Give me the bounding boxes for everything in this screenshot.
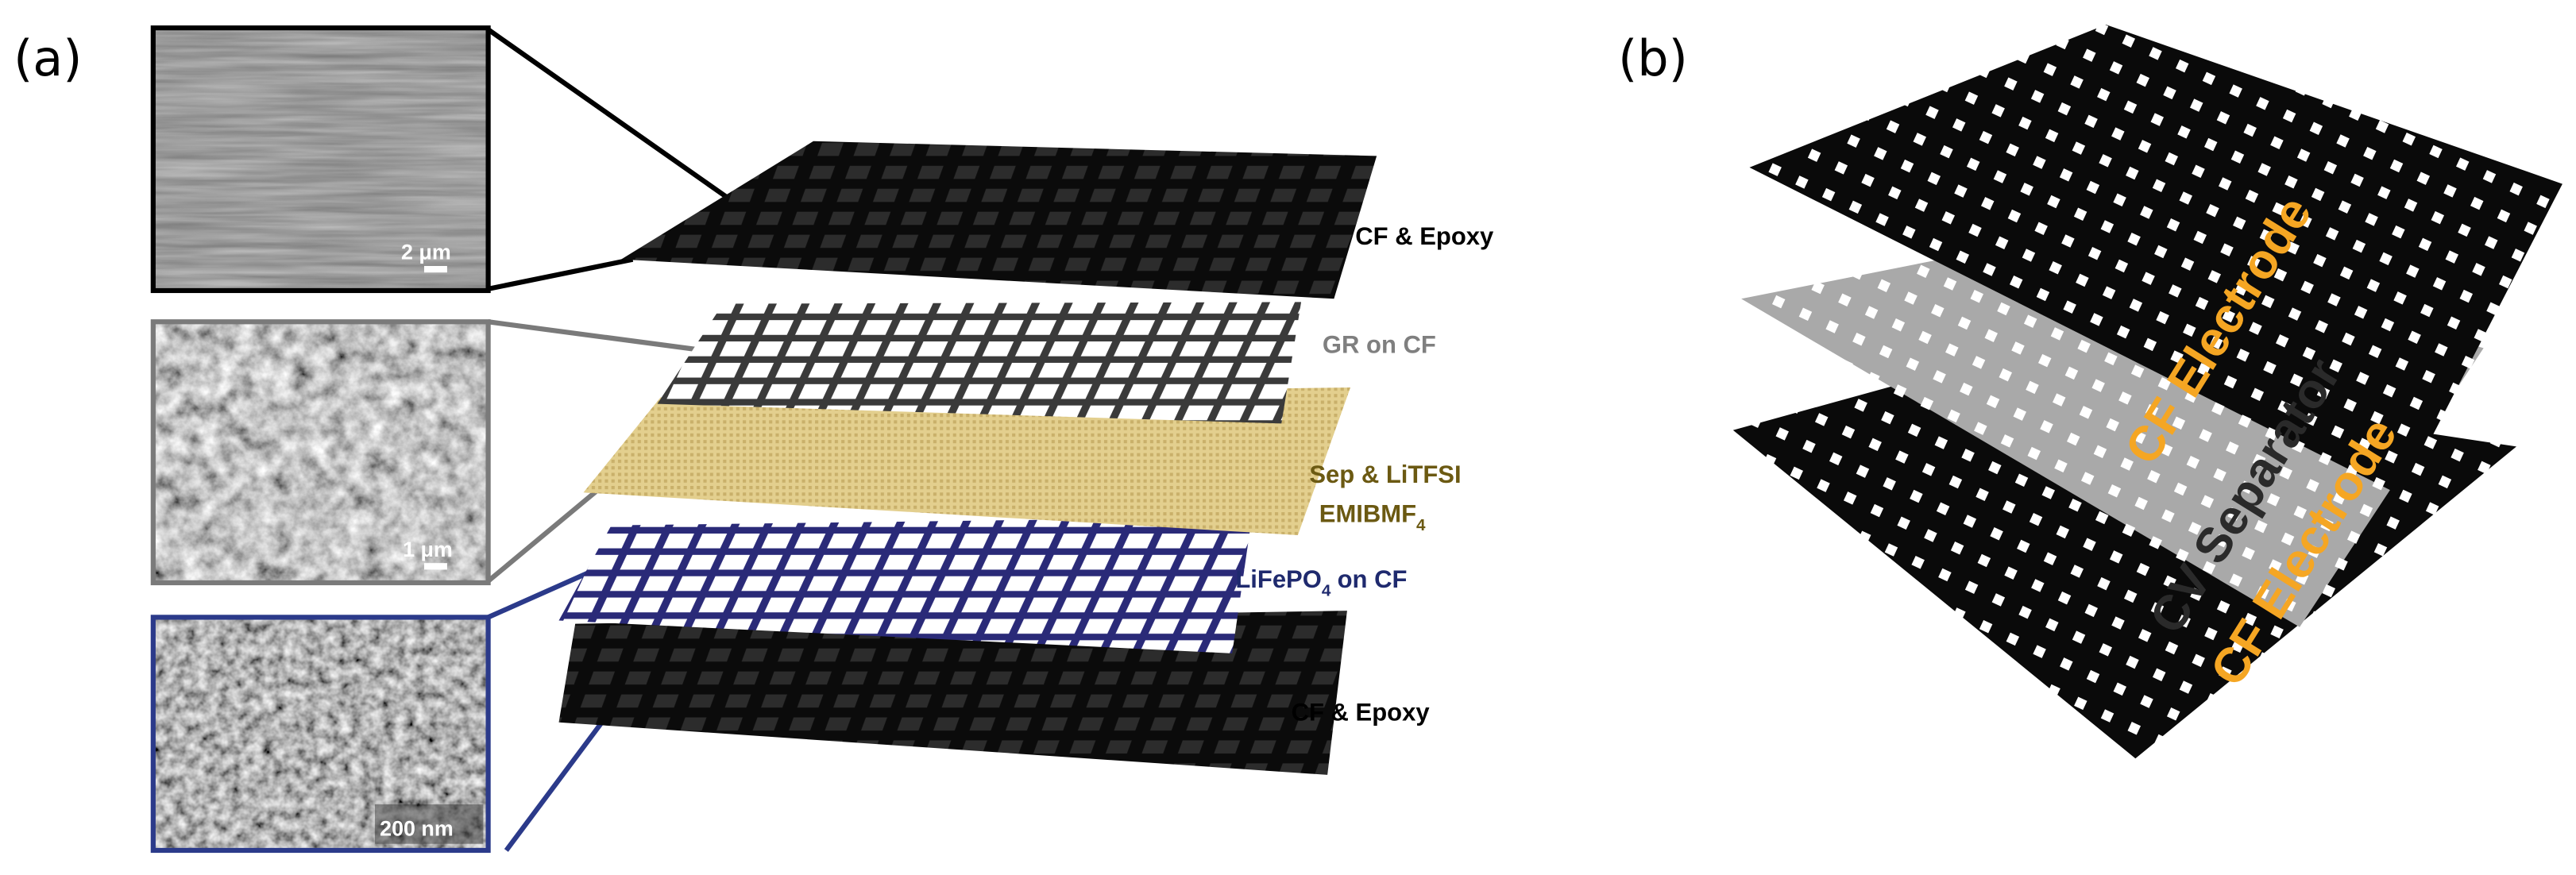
label-text: on CF [1338, 565, 1408, 593]
scale-bar [423, 563, 447, 570]
inset-border [150, 25, 491, 294]
scale-bar-label: 1 μm [403, 538, 453, 561]
label-text: EMIBMF [1319, 499, 1416, 527]
cf-epoxy-layer [621, 141, 1377, 299]
cf-epoxy-layer [558, 611, 1347, 775]
connector [487, 256, 634, 291]
connector [486, 27, 733, 202]
label-text: LiFePO [1235, 565, 1322, 593]
sem-inset: 2 μm [150, 25, 491, 294]
layer-label: GR on CF [1323, 331, 1436, 359]
separator-layer [583, 387, 1351, 536]
gr-layer [657, 302, 1302, 424]
scale-bar-label: 200 nm [380, 816, 454, 840]
inset-border [150, 319, 491, 586]
layer-label: CF & Epoxy [1355, 222, 1494, 250]
scale-bar-label: 2 μm [401, 241, 451, 264]
sem-inset: 1 μm [150, 319, 491, 586]
scale-bar-bg [374, 804, 484, 844]
label-subscript: 4 [1322, 582, 1331, 600]
layer-label: CF & Epoxy [1292, 699, 1431, 727]
label-subscript: 4 [1416, 516, 1426, 534]
cf-electrode-layer [1749, 25, 2562, 496]
layer-label: Sep & LiTFSI [1309, 461, 1461, 488]
layer-label: LiFePO4 on CF [1235, 565, 1407, 599]
connector [487, 569, 593, 620]
inset-border [150, 615, 491, 854]
lifepo4-layer [558, 517, 1253, 653]
layer-label: EMIBMF4 [1319, 499, 1426, 534]
scale-bar [423, 265, 447, 273]
sem-texture [153, 322, 489, 583]
panel-label: (b) [1618, 29, 1688, 87]
sem-texture [153, 28, 489, 291]
sem-inset: 200 nm [150, 615, 491, 854]
panel-label: (a) [14, 29, 82, 87]
connector [488, 319, 699, 353]
